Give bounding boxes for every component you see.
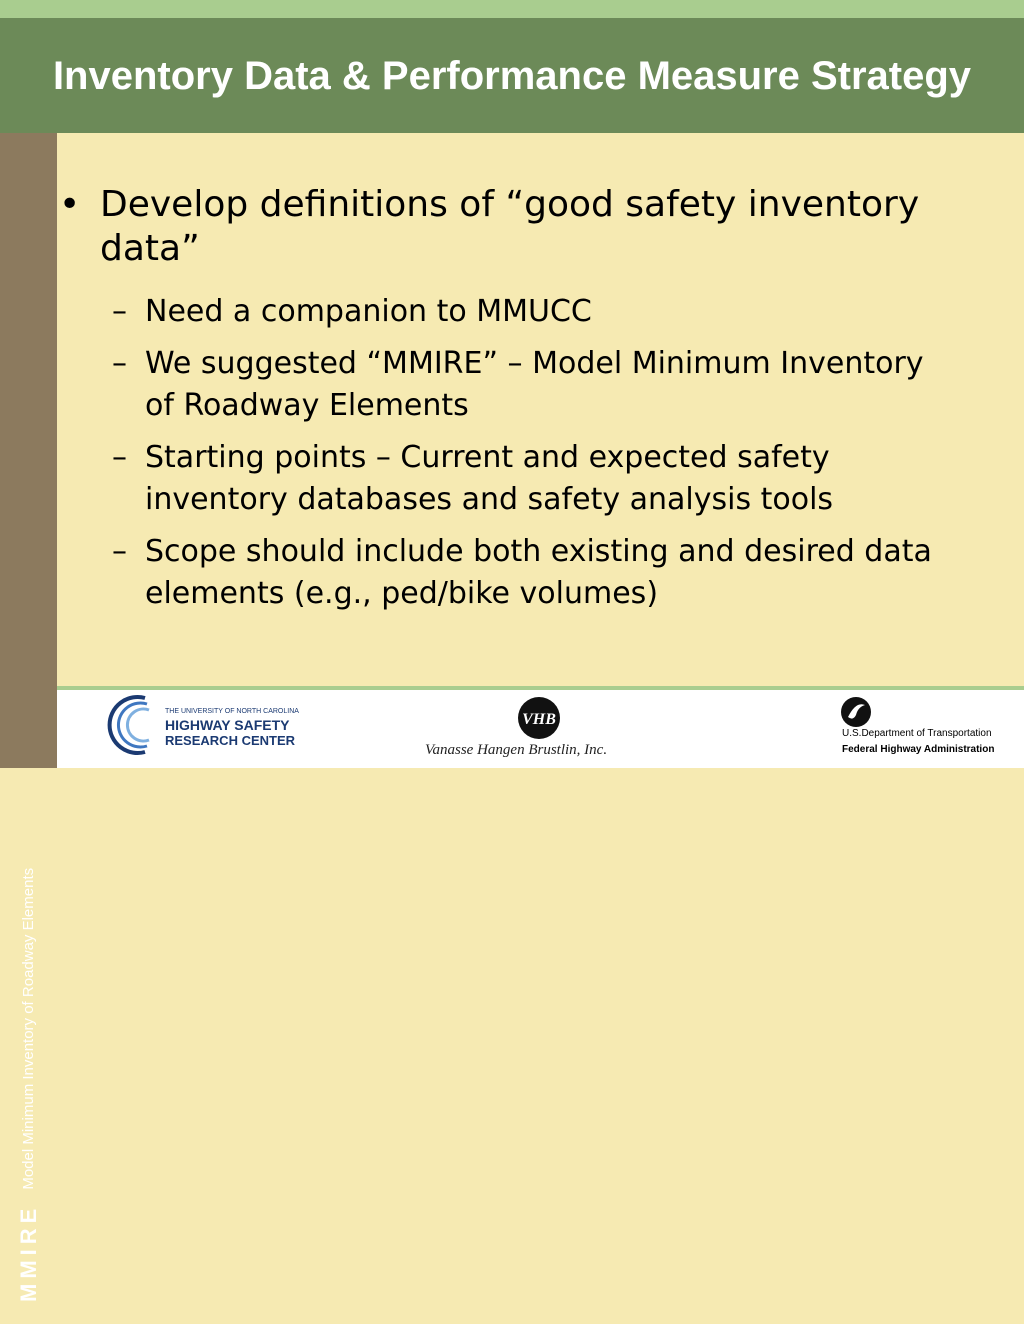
hsrc-logo: THE UNIVERSITY OF NORTH CAROLINA HIGHWAY… <box>105 694 299 755</box>
main-bullet: • Develop definitions of “good safety in… <box>57 183 957 271</box>
hsrc-swoosh-icon <box>107 695 150 755</box>
sub-bullet: – We suggested “MMIRE” – Model Minimum I… <box>112 343 942 427</box>
sub-bullet-marker: – <box>112 294 127 329</box>
sub-bullet-text: We suggested “MMIRE” – Model Minimum Inv… <box>145 346 924 423</box>
dot-department-text: U.S.Department of Transportation <box>842 728 992 739</box>
vhb-logo-text: VHB <box>522 711 556 728</box>
sub-bullet-list: – Need a companion to MMUCC – We suggest… <box>112 291 942 625</box>
footer-logos: THE UNIVERSITY OF NORTH CAROLINA HIGHWAY… <box>57 690 1024 768</box>
sub-bullet-marker: – <box>112 346 127 381</box>
sub-bullet: – Starting points – Current and expected… <box>112 437 942 521</box>
sub-bullet: – Need a companion to MMUCC <box>112 291 942 333</box>
hsrc-name-line2: RESEARCH CENTER <box>165 733 296 748</box>
dot-emblem-icon <box>841 697 871 727</box>
hsrc-university-text: THE UNIVERSITY OF NORTH CAROLINA <box>165 708 299 715</box>
sub-bullet-marker: – <box>112 440 127 475</box>
sub-bullet-marker: – <box>112 534 127 569</box>
sidebar-brand: MMIRE <box>15 1203 41 1302</box>
sub-bullet: – Scope should include both existing and… <box>112 531 942 615</box>
slide-content: • Develop definitions of “good safety in… <box>57 133 1024 686</box>
hsrc-name-line1: HIGHWAY SAFETY <box>165 717 290 733</box>
main-bullet-text: Develop definitions of “good safety inve… <box>100 184 920 269</box>
sidebar-vertical-text: MMIRE Model Minimum Inventory of Roadway… <box>0 704 57 1324</box>
title-bar: Inventory Data & Performance Measure Str… <box>0 18 1024 133</box>
sub-bullet-text: Need a companion to MMUCC <box>145 294 592 329</box>
top-accent-stripe <box>0 0 1024 18</box>
fhwa-text: Federal Highway Administration <box>842 744 995 755</box>
sidebar-subtitle: Model Minimum Inventory of Roadway Eleme… <box>20 867 37 1190</box>
vhb-circle-icon: VHB <box>518 697 560 739</box>
footer-divider <box>57 686 1024 690</box>
bullet-marker: • <box>59 184 81 225</box>
vhb-company-name: Vanasse Hangen Brustlin, Inc. <box>425 742 608 758</box>
slide-title: Inventory Data & Performance Measure Str… <box>52 53 972 98</box>
sidebar: MMIRE Model Minimum Inventory of Roadway… <box>0 133 57 1302</box>
sub-bullet-text: Starting points – Current and expected s… <box>145 440 834 517</box>
sub-bullet-text: Scope should include both existing and d… <box>145 534 932 611</box>
